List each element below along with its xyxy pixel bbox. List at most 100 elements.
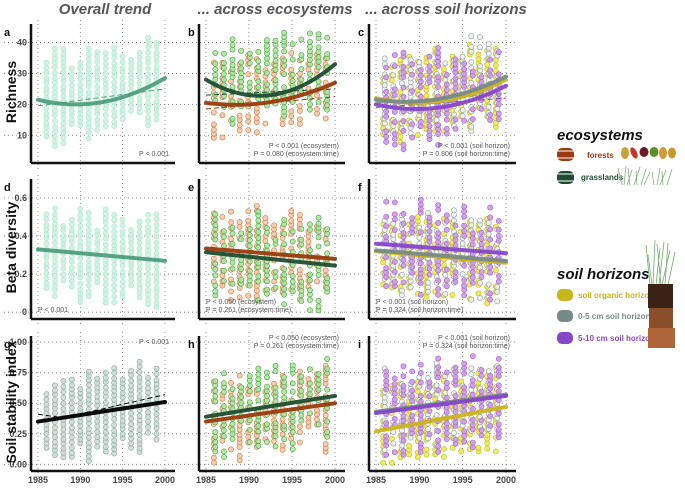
- data-point-grasslands: [324, 356, 331, 362]
- data-point-grasslands: [281, 374, 288, 381]
- data-point-grasslands: [315, 421, 322, 428]
- data-point-grasslands: [324, 102, 331, 109]
- data-point-cm5_10: [400, 437, 407, 444]
- data-point-overall: [52, 263, 58, 270]
- data-point-overall: [153, 264, 160, 270]
- data-point-overall: [60, 134, 67, 141]
- data-point-stability: [94, 429, 101, 435]
- data-point-cm5_10: [426, 379, 433, 386]
- data-point-cm5_10: [443, 126, 450, 132]
- data-point-overall: [43, 110, 50, 117]
- data-point-cm5_10: [400, 383, 407, 389]
- data-point-cm5_10: [469, 439, 476, 446]
- data-point-overall: [119, 53, 126, 60]
- data-point-grasslands: [255, 58, 262, 64]
- data-point-overall: [68, 71, 75, 78]
- data-point-overall: [68, 87, 75, 93]
- data-point-stability: [77, 386, 84, 392]
- data-point-cm5_10: [469, 416, 476, 423]
- data-point-cm0_5: [399, 287, 405, 294]
- data-point-stability: [128, 421, 135, 427]
- data-point-cm5_10: [409, 88, 416, 94]
- data-point-cm5_10: [383, 283, 390, 289]
- data-point-grasslands: [246, 60, 253, 67]
- data-point-overall: [102, 225, 109, 231]
- data-point-cm5_10: [452, 269, 459, 276]
- data-point-cm0_5: [407, 67, 414, 73]
- data-point-grasslands: [281, 71, 288, 78]
- data-point-cm0_5: [451, 111, 457, 118]
- data-point-overall: [136, 240, 143, 246]
- data-point-forests: [296, 423, 303, 430]
- data-point-stability: [85, 368, 92, 375]
- data-point-grasslands: [255, 278, 262, 285]
- data-point-cm5_10: [417, 196, 424, 203]
- data-point-forests: [228, 208, 234, 215]
- data-point-stability: [128, 377, 135, 384]
- legend-soil-horizons-title: soil horizons: [557, 266, 650, 283]
- data-point-overall: [136, 265, 143, 272]
- data-point-overall: [145, 100, 151, 106]
- data-point-overall: [136, 218, 143, 225]
- data-point-overall: [153, 222, 160, 229]
- data-point-overall: [52, 272, 58, 279]
- data-point-overall: [136, 79, 143, 86]
- data-point-stability: [94, 443, 101, 450]
- data-point-grasslands: [255, 273, 262, 280]
- data-point-overall: [94, 246, 101, 253]
- data-point-cm5_10: [417, 412, 424, 418]
- data-point-forests: [271, 222, 277, 229]
- panel-label: i: [358, 339, 361, 351]
- data-point-grasslands: [255, 428, 262, 435]
- data-point-stability: [68, 444, 75, 451]
- data-point-cm5_10: [443, 369, 450, 376]
- data-point-forests: [322, 441, 329, 447]
- data-point-grasslands: [221, 228, 227, 235]
- grasslands-swatch: [557, 171, 574, 184]
- data-point-overall: [145, 296, 151, 303]
- data-point-cm5_10: [495, 273, 502, 279]
- legend-item-organic: soil organic horizon: [557, 289, 654, 301]
- data-point-forests: [228, 236, 234, 242]
- data-point-grasslands: [307, 386, 313, 393]
- data-point-grasslands: [221, 258, 227, 264]
- data-point-grasslands: [264, 393, 270, 399]
- data-point-overall: [136, 65, 143, 72]
- data-point-stability: [94, 434, 101, 441]
- data-point-forests: [279, 416, 286, 423]
- data-point-cm5_10: [478, 241, 485, 248]
- data-point-grasslands: [315, 98, 322, 105]
- data-point-grasslands: [221, 59, 227, 66]
- legend-soil-horizons: soil horizons soil organic horizon 0-5 c…: [557, 239, 676, 348]
- data-point-stability: [68, 419, 75, 425]
- data-point-overall: [52, 124, 58, 130]
- data-point-cm5_10: [391, 216, 398, 223]
- data-point-organic: [440, 446, 447, 452]
- data-point-overall: [153, 211, 160, 218]
- data-point-grasslands: [281, 286, 288, 293]
- data-point-cm5_10: [452, 80, 459, 87]
- x-tick-label: 1985: [366, 475, 386, 485]
- data-point-stability: [153, 415, 160, 422]
- data-point-overall: [102, 271, 109, 277]
- data-point-cm5_10: [435, 74, 442, 80]
- data-point-cm5_10: [400, 392, 407, 399]
- data-point-overall: [85, 282, 92, 289]
- data-point-cm5_10: [409, 368, 416, 375]
- data-point-stability: [111, 422, 118, 428]
- data-point-organic: [492, 62, 499, 69]
- data-point-grasslands: [307, 287, 313, 294]
- data-point-overall: [77, 261, 84, 268]
- data-point-grasslands: [212, 66, 219, 73]
- data-point-forests: [253, 115, 260, 121]
- data-point-cm5_10: [495, 226, 502, 233]
- data-point-stability: [94, 423, 101, 430]
- data-point-stability: [52, 387, 58, 394]
- data-point-stability: [111, 437, 118, 444]
- data-point-grasslands: [315, 243, 322, 250]
- data-point-cm5_10: [383, 213, 390, 220]
- data-point-cm5_10: [417, 440, 424, 447]
- data-point-forests: [296, 368, 303, 375]
- data-point-grasslands: [246, 426, 253, 433]
- data-point-overall: [111, 267, 118, 274]
